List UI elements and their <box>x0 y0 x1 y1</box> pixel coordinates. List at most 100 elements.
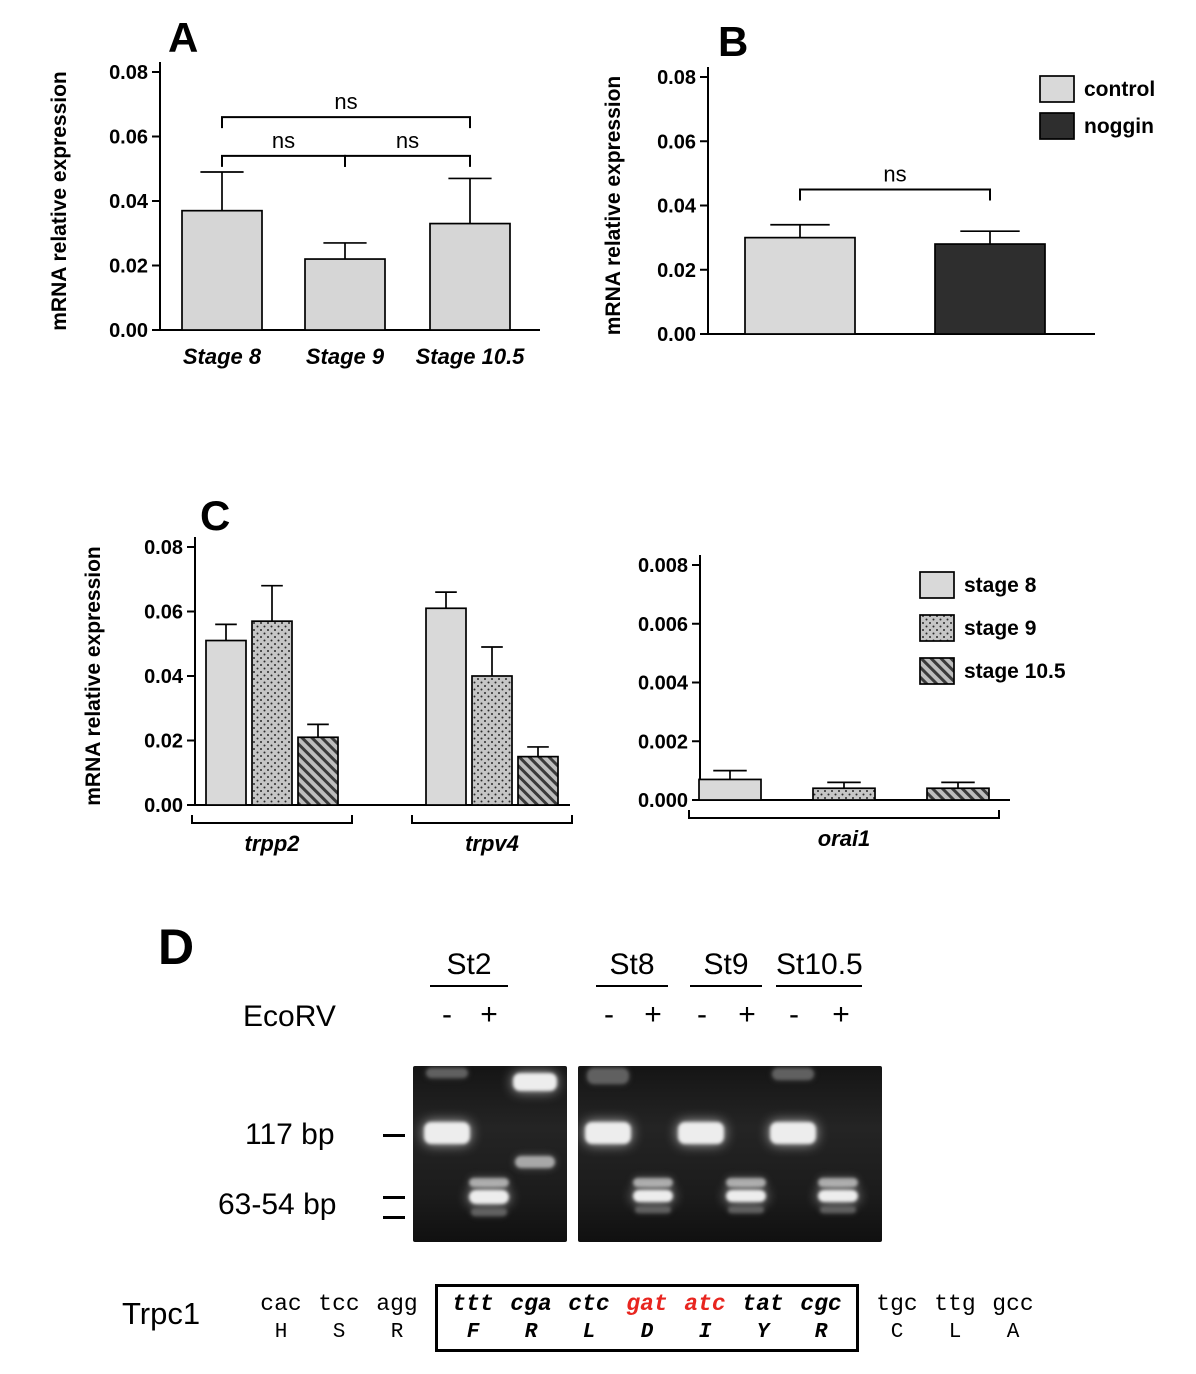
chart-panel-c-right: 0.000 0.002 0.004 0.006 0.008 orai1 stage 8 sta… <box>638 555 1066 851</box>
gel-band <box>471 1208 507 1216</box>
gel-band <box>587 1068 629 1084</box>
y-tick-label: 0.06 <box>109 127 148 149</box>
amino-acid: L <box>582 1321 596 1344</box>
y-tick-label: 0.06 <box>657 131 696 153</box>
amino-acid: H <box>274 1321 288 1344</box>
significance-bracket <box>799 188 991 201</box>
gel-stage-label-st2: St2 <box>430 948 508 987</box>
y-tick-label: 0.06 <box>144 602 183 624</box>
sequence-segment: tgc ttg gcc C L A <box>859 1284 1051 1352</box>
bar <box>304 258 386 331</box>
codon: tcc <box>318 1291 360 1317</box>
y-tick-label: 0.000 <box>638 790 688 812</box>
lane-sign-plus: + <box>644 998 662 1031</box>
gel-band <box>728 1206 764 1213</box>
amino-acid: I <box>698 1321 712 1344</box>
marker-label-117bp: 117 bp <box>245 1118 335 1151</box>
sequence-gene-label: Trpc1 <box>122 1296 201 1331</box>
significance-bracket <box>344 154 471 167</box>
gel-band <box>424 1122 470 1144</box>
codon: cac <box>260 1291 302 1317</box>
y-tick-label: 0.00 <box>144 795 183 817</box>
gel-band <box>513 1073 557 1091</box>
y-tick-label: 0.04 <box>657 196 697 218</box>
panel-a-letter: A <box>168 14 199 61</box>
group-label: trpv4 <box>465 831 519 856</box>
legend-label: stage 8 <box>964 574 1037 597</box>
bar <box>425 607 467 806</box>
y-tick-label: 0.02 <box>657 260 696 282</box>
category-label: Stage 9 <box>306 344 385 369</box>
gel-band <box>585 1122 631 1144</box>
sequence-boxed-segment: ttt cga ctc gat atc tat cgc F R L D I Y R <box>435 1284 859 1352</box>
bar <box>698 778 762 801</box>
codon: gcc <box>992 1291 1034 1317</box>
gel-band <box>469 1190 509 1204</box>
amino-acid: R <box>524 1321 538 1344</box>
lane-sign-minus: - <box>697 998 707 1031</box>
panel-b-letter: B <box>718 18 749 65</box>
amino-acid: C <box>890 1321 904 1344</box>
lane-sign-minus: - <box>604 998 614 1031</box>
legend-label: control <box>1084 78 1155 101</box>
legend-swatch <box>919 571 955 599</box>
gel-band <box>633 1178 673 1187</box>
gel-band <box>635 1206 671 1213</box>
lane-sign-plus: + <box>832 998 850 1031</box>
marker-label-63-54bp: 63-54 bp <box>218 1188 337 1221</box>
marker-tick <box>383 1196 405 1199</box>
category-label: Stage 10.5 <box>416 344 526 369</box>
y-tick-label: 0.02 <box>109 256 148 278</box>
codon: ttg <box>934 1291 976 1317</box>
bar <box>429 222 511 331</box>
amino-acid: D <box>640 1321 654 1344</box>
amino-acid: F <box>466 1321 480 1344</box>
gel-image-st2 <box>413 1066 567 1242</box>
lane-sign-minus: - <box>442 998 452 1031</box>
gel-band <box>820 1206 856 1213</box>
amino-acid: A <box>1006 1321 1020 1344</box>
gel-band <box>678 1122 724 1144</box>
bar <box>181 209 263 331</box>
codon: gat <box>626 1291 668 1317</box>
bar <box>471 675 513 806</box>
codon: agg <box>376 1291 418 1317</box>
codon: cgc <box>800 1291 842 1317</box>
gel-stage-label-st9: St9 <box>690 948 762 987</box>
gel-band <box>772 1068 814 1080</box>
legend-swatch <box>1039 112 1075 140</box>
y-axis-label: mRNA relative expression <box>602 76 625 336</box>
y-axis-label: mRNA relative expression <box>48 71 71 331</box>
group-label: trpp2 <box>245 831 301 856</box>
significance-label: ns <box>334 89 357 114</box>
chart-panel-c-left: 0.00 0.02 0.04 0.06 0.08 mRNA relative expres… <box>82 537 573 856</box>
amino-acid: L <box>948 1321 962 1344</box>
codon: tat <box>742 1291 784 1317</box>
enzyme-label: EcoRV <box>243 1000 336 1033</box>
lane-sign-minus: - <box>789 998 799 1031</box>
group-bracket <box>411 815 573 824</box>
bar <box>934 243 1046 335</box>
amino-acid: R <box>814 1321 828 1344</box>
marker-tick <box>383 1134 405 1137</box>
codon: ttt <box>452 1291 494 1317</box>
bar <box>744 236 856 335</box>
legend-swatch <box>919 657 955 685</box>
panel-d-letter: D <box>158 919 195 975</box>
y-tick-label: 0.002 <box>638 731 688 753</box>
legend-swatch <box>919 614 955 642</box>
y-tick-label: 0.00 <box>109 320 148 342</box>
sequence-segment: cac tcc agg H S R <box>243 1284 435 1352</box>
marker-tick <box>383 1216 405 1219</box>
group-bracket <box>191 815 353 824</box>
group-bracket <box>688 810 1000 819</box>
y-tick-label: 0.006 <box>638 614 688 636</box>
bar <box>205 639 247 806</box>
y-tick-label: 0.08 <box>109 62 148 84</box>
codon: cga <box>510 1291 552 1317</box>
gel-band <box>515 1156 555 1168</box>
gel-band <box>633 1190 673 1202</box>
gel-band <box>770 1122 816 1144</box>
